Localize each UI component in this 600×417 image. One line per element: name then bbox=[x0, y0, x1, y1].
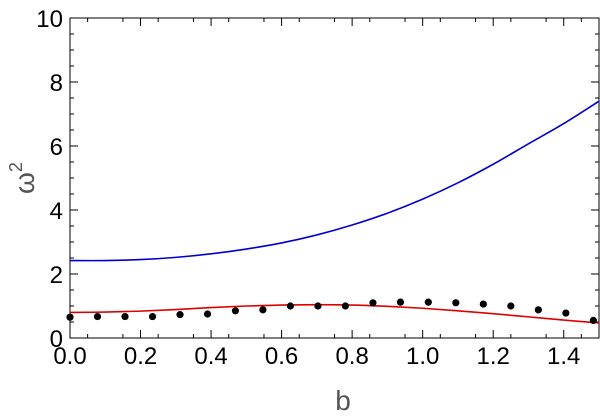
y-axis-label-sup: 2 bbox=[6, 162, 26, 172]
x-tick-label: 1.2 bbox=[477, 343, 510, 370]
x-tick-label: 0.8 bbox=[335, 343, 368, 370]
scatter-point bbox=[452, 299, 460, 307]
axis-ticks bbox=[69, 17, 599, 339]
scatter-point bbox=[286, 302, 295, 310]
scatter-point bbox=[507, 302, 515, 310]
x-axis-label: b bbox=[335, 385, 351, 416]
plot-frame bbox=[69, 17, 600, 339]
y-tick-label: 4 bbox=[50, 198, 63, 225]
scatter-point bbox=[424, 298, 432, 306]
scatter-point bbox=[231, 307, 240, 315]
y-tick-label: 8 bbox=[50, 70, 63, 97]
scatter-point bbox=[314, 302, 322, 310]
x-tick-label: 0.4 bbox=[194, 343, 227, 370]
scatter-point bbox=[589, 316, 597, 324]
x-tick-label: 0.6 bbox=[265, 343, 298, 370]
x-tick-label: 1.0 bbox=[406, 343, 439, 370]
scatter-point bbox=[259, 306, 267, 314]
scatter-point bbox=[479, 300, 487, 308]
x-tick-label: 1.4 bbox=[547, 343, 580, 370]
scatter-point bbox=[534, 306, 542, 314]
scatter-point bbox=[341, 302, 350, 310]
scatter-point bbox=[148, 312, 157, 321]
x-tick-label: 0.2 bbox=[124, 343, 157, 370]
series-line-0 bbox=[69, 100, 600, 262]
x-tick-labels: 0.0 0.2 0.4 0.6 0.8 1.0 1.2 1.4 bbox=[53, 343, 580, 370]
y-axis-label: ω2 bbox=[6, 162, 40, 194]
scatter-point bbox=[93, 312, 102, 321]
y-tick-label: 10 bbox=[36, 6, 63, 33]
scatter-point bbox=[121, 312, 129, 321]
y-tick-label: 2 bbox=[50, 262, 63, 289]
scatter-point bbox=[66, 313, 74, 321]
y-tick-labels: 0 2 4 6 8 10 bbox=[36, 6, 63, 353]
scatter-point bbox=[176, 311, 184, 319]
y-tick-label: 0 bbox=[50, 326, 63, 353]
x-tick-label: 0.0 bbox=[53, 343, 86, 370]
scatter-point bbox=[203, 310, 212, 318]
scatter-point bbox=[369, 299, 377, 307]
scatter-point bbox=[562, 309, 570, 317]
y-tick-label: 6 bbox=[50, 134, 63, 161]
y-axis-label-base: ω bbox=[9, 172, 40, 194]
scatter-point bbox=[396, 298, 405, 306]
series-group bbox=[66, 100, 600, 324]
series-line-1 bbox=[69, 303, 600, 324]
